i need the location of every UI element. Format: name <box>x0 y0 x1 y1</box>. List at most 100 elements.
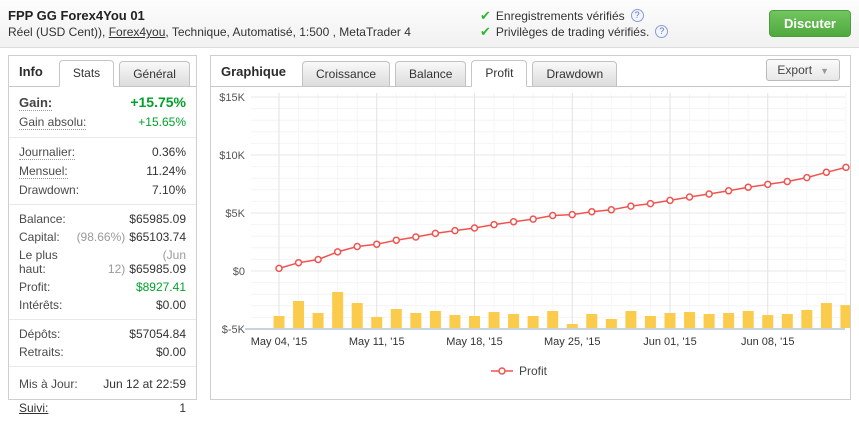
sidebar-tab-general[interactable]: Général <box>119 61 190 86</box>
profit-line <box>278 166 847 270</box>
profit-marker[interactable] <box>373 240 381 248</box>
stat-label: Drawdown: <box>19 183 80 197</box>
daily-profit-bar[interactable] <box>351 303 363 328</box>
chart-panel: Graphique Croissance Balance Profit Drawdow… <box>210 55 852 400</box>
daily-profit-bar[interactable] <box>449 315 461 328</box>
profit-marker[interactable] <box>803 173 811 182</box>
profit-marker[interactable] <box>842 163 850 172</box>
profit-marker[interactable] <box>607 206 616 214</box>
daily-profit-bar[interactable] <box>605 319 617 328</box>
discuss-button[interactable]: Discuter <box>768 10 851 37</box>
export-button[interactable]: Export ▼ <box>766 59 840 81</box>
profit-marker[interactable] <box>568 210 576 219</box>
profit-marker[interactable] <box>744 183 752 191</box>
profit-marker[interactable] <box>627 202 635 210</box>
x-axis-label: May 11, '15 <box>349 336 405 348</box>
daily-profit-bar[interactable] <box>371 316 383 328</box>
stat-value-amount: $65985.09 <box>129 212 186 226</box>
profit-marker[interactable] <box>490 220 498 229</box>
daily-profit-bar[interactable] <box>781 313 793 328</box>
daily-profit-bar[interactable] <box>684 312 696 328</box>
daily-profit-bar[interactable] <box>723 313 735 328</box>
chart-tab-croissance[interactable]: Croissance <box>302 61 391 86</box>
stat-value: (98.66%) $65103.74 <box>77 230 186 244</box>
daily-profit-bar[interactable] <box>429 310 441 328</box>
chart-tab-drawdown[interactable]: Drawdown <box>532 61 618 86</box>
profit-marker[interactable] <box>451 226 459 235</box>
profit-chart-canvas[interactable]: $15K $10K $5K $0 $-5K May 04, '15 May 11, '15 M… <box>211 87 852 399</box>
profit-marker[interactable] <box>548 211 557 220</box>
daily-profit-bar[interactable] <box>840 305 852 328</box>
profit-marker[interactable] <box>275 264 283 273</box>
daily-profit-bar[interactable] <box>703 313 715 328</box>
stat-label: Capital: <box>19 230 60 244</box>
stat-value: +15.75% <box>130 94 186 110</box>
daily-profit-bar[interactable] <box>410 313 422 328</box>
profit-marker[interactable] <box>314 255 322 264</box>
stat-value-amount: 7.10% <box>151 183 186 197</box>
profit-marker[interactable] <box>412 233 420 241</box>
profit-marker[interactable] <box>353 242 361 251</box>
daily-profit-bar[interactable] <box>390 309 402 328</box>
profit-marker[interactable] <box>724 187 733 195</box>
profit-marker[interactable] <box>783 177 792 186</box>
profit-marker[interactable] <box>431 229 440 238</box>
profit-marker[interactable] <box>529 215 537 223</box>
daily-profit-bar[interactable] <box>586 313 598 328</box>
sidebar-tab-stats[interactable]: Stats <box>58 60 115 87</box>
chart-tab-balance[interactable]: Balance <box>395 61 467 86</box>
daily-profit-bar[interactable] <box>293 301 305 328</box>
profit-marker[interactable] <box>588 207 596 216</box>
profit-marker[interactable] <box>294 258 303 267</box>
profit-marker[interactable] <box>685 193 694 201</box>
profit-marker[interactable] <box>646 199 655 208</box>
profit-marker[interactable] <box>822 168 831 177</box>
daily-profit-bar[interactable] <box>312 313 324 328</box>
daily-profit-bar[interactable] <box>527 316 539 328</box>
stat-row-le-plus-haut: Le plus haut: (Jun 12) $65985.09 <box>9 246 196 278</box>
daily-profit-bar[interactable] <box>664 313 676 328</box>
daily-profit-bar[interactable] <box>547 310 559 328</box>
daily-profit-bar[interactable] <box>332 292 344 328</box>
daily-profit-bar[interactable] <box>273 316 285 328</box>
broker-link[interactable]: Forex4you <box>108 25 166 39</box>
daily-profit-bar[interactable] <box>820 303 832 328</box>
daily-profit-bar[interactable] <box>625 310 637 328</box>
chart-tab-profit[interactable]: Profit <box>471 60 528 87</box>
help-icon[interactable]: ? <box>655 25 669 38</box>
daily-profit-bar[interactable] <box>801 310 813 328</box>
profit-marker[interactable] <box>666 196 674 205</box>
stat-label[interactable]: Mensuel: <box>19 164 68 179</box>
verification-item: ✔ Enregistrements vérifiés? <box>480 8 769 24</box>
profit-marker[interactable] <box>509 217 518 226</box>
daily-profit-bar[interactable] <box>644 316 656 328</box>
main-content: Info Stats Général Gain: +15.75% Gain absol… <box>0 55 859 415</box>
profit-chart[interactable]: $15K $10K $5K $0 $-5K May 04, '15 May 11, '15 M… <box>211 87 852 399</box>
stat-row-gain: Gain: +15.75% <box>9 92 196 113</box>
stat-label[interactable]: Gain absolu: <box>19 115 87 130</box>
stat-value: 11.24% <box>146 164 186 178</box>
daily-profit-bar[interactable] <box>566 324 578 328</box>
daily-profit-bar[interactable] <box>762 315 774 328</box>
stat-group: Dépôts: $57054.84 Retraits: $0.00 <box>9 319 196 366</box>
daily-profit-bar[interactable] <box>488 312 500 328</box>
daily-profit-bar[interactable] <box>469 316 480 328</box>
profit-marker[interactable] <box>392 236 401 244</box>
stat-label[interactable]: Journalier: <box>19 145 76 160</box>
stat-label: Dépôts: <box>19 327 61 341</box>
daily-profit-bar[interactable] <box>742 310 754 328</box>
x-axis-label: Jun 01, '15 <box>643 336 696 348</box>
stat-label: Retraits: <box>19 345 64 359</box>
profit-marker[interactable] <box>333 248 342 256</box>
help-icon[interactable]: ? <box>630 9 644 22</box>
chart-tab-row: Graphique Croissance Balance Profit Drawdow… <box>211 56 850 87</box>
profit-marker[interactable] <box>764 180 772 189</box>
account-subtitle: Réel (USD Cent)), Forex4you, Technique, … <box>8 25 480 39</box>
daily-profit-bar[interactable] <box>508 313 520 328</box>
profit-marker[interactable] <box>470 224 479 232</box>
stat-value-amount: $8927.41 <box>135 280 186 294</box>
profit-marker[interactable] <box>705 190 713 198</box>
stat-label[interactable]: Suivi: <box>19 401 49 415</box>
stat-label[interactable]: Gain: <box>19 95 53 111</box>
stat-value: 0.36% <box>152 145 186 159</box>
